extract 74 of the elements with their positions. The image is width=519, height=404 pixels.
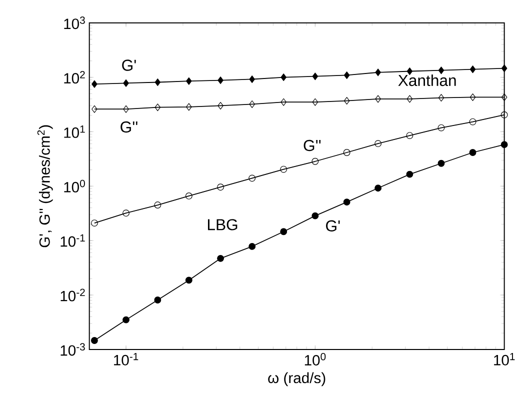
point <box>438 160 445 167</box>
y-tick-label: 10$^{2}$ <box>64 70 85 84</box>
series-label: G' <box>326 220 340 232</box>
point <box>248 242 256 250</box>
point <box>92 80 98 88</box>
point <box>280 166 288 173</box>
point <box>469 149 476 156</box>
point <box>312 72 318 80</box>
point <box>217 254 224 262</box>
point <box>500 141 508 148</box>
point <box>501 93 508 101</box>
point <box>122 316 130 324</box>
point <box>375 95 381 103</box>
point <box>438 66 444 74</box>
point <box>249 75 255 83</box>
point <box>344 71 350 79</box>
point <box>218 102 224 110</box>
point <box>470 93 476 101</box>
point <box>501 64 508 72</box>
point <box>123 79 129 87</box>
point <box>154 78 161 86</box>
y-axis-title: G', G'' (dynes/cm$^{2}$) <box>37 125 53 248</box>
point <box>123 105 129 113</box>
point <box>406 132 414 139</box>
point <box>406 67 413 75</box>
point <box>312 98 318 106</box>
point <box>249 100 255 108</box>
point <box>248 174 256 182</box>
x-tick-label: 10$^{1}$ <box>494 352 515 366</box>
point <box>343 198 350 206</box>
point <box>185 276 192 284</box>
point <box>438 124 445 132</box>
y-tick-label: 10$^{-1}$ <box>60 234 85 247</box>
x-tick-label: 10$^{0}$ <box>304 352 326 366</box>
point <box>90 220 98 226</box>
x-axis-title: ω (rad/s) <box>268 372 326 386</box>
point <box>343 149 350 156</box>
point <box>154 104 161 112</box>
point <box>470 66 476 74</box>
y-tick-label: 10$^{-3}$ <box>60 343 85 356</box>
point <box>185 192 192 200</box>
point <box>344 96 350 105</box>
point <box>217 184 224 191</box>
point <box>90 337 98 344</box>
point <box>312 158 319 165</box>
point <box>500 111 508 118</box>
point <box>154 202 162 208</box>
point <box>280 98 286 106</box>
y-tick-label: 10$^{-2}$ <box>60 288 85 302</box>
point <box>92 105 98 113</box>
annotation: LBG <box>208 219 238 230</box>
point <box>186 103 192 111</box>
point <box>280 73 286 82</box>
point <box>438 94 444 102</box>
point <box>186 77 192 85</box>
point <box>374 184 382 192</box>
y-tick-label: 10$^{1}$ <box>64 125 85 138</box>
point <box>312 212 319 220</box>
point <box>375 68 381 76</box>
point <box>374 140 382 148</box>
series-label: G' <box>122 60 136 71</box>
point <box>280 228 288 236</box>
point <box>218 76 224 84</box>
point <box>122 210 130 217</box>
annotation: Xanthan <box>398 74 456 86</box>
x-tick-label: 10$^{-1}$ <box>114 352 138 366</box>
point <box>406 95 413 103</box>
y-tick-label: 10$^{3}$ <box>64 16 85 30</box>
series-label: G'' <box>120 121 138 133</box>
point <box>469 118 476 126</box>
point <box>154 296 162 304</box>
y-tick-label: 10$^{0}$ <box>64 180 85 192</box>
series-label: G'' <box>304 140 321 152</box>
point <box>406 170 414 178</box>
